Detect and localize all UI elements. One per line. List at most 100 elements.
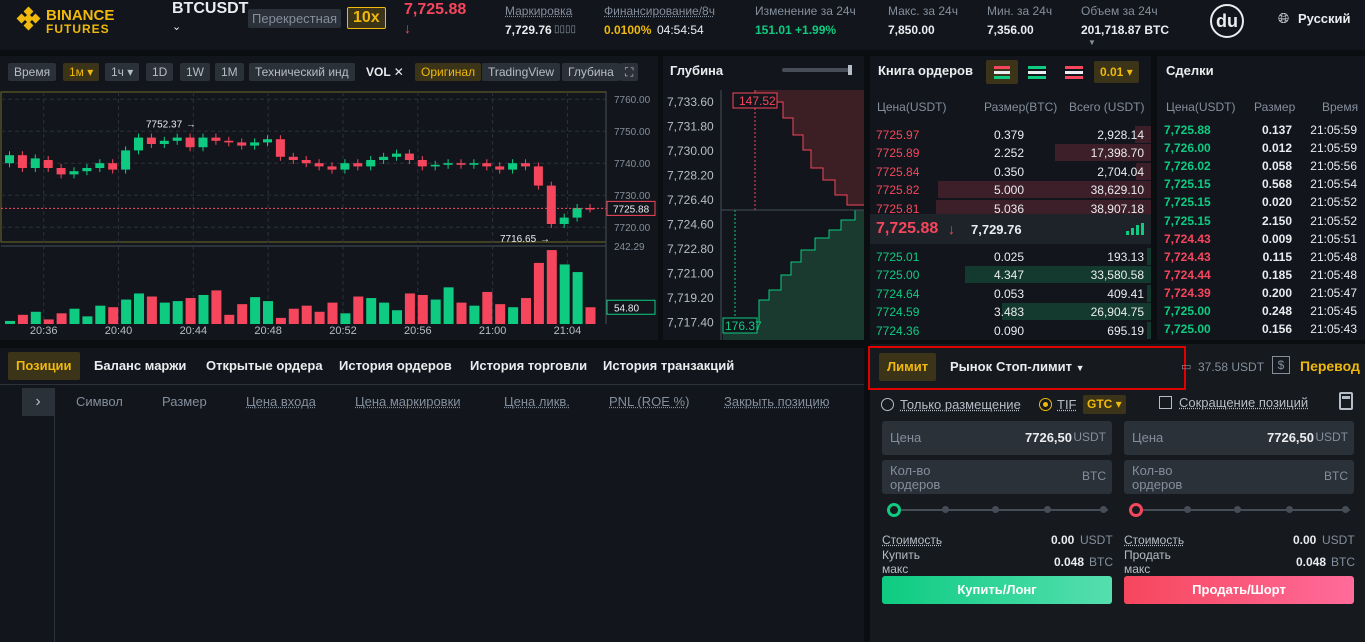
unit-label: USDT [1080, 533, 1113, 547]
post-only-radio[interactable] [881, 398, 894, 411]
tif-radio[interactable] [1039, 398, 1052, 411]
post-only-label[interactable]: Только размещение [900, 397, 1021, 412]
ob-col-total: Всего (USDT) [1069, 100, 1145, 114]
sell-price-input[interactable]: Цена 7726,50 USDT [1124, 421, 1354, 455]
divider [0, 340, 864, 348]
globe-icon[interactable]: 🌐︎ [1278, 10, 1290, 26]
buy-amount-slider[interactable] [887, 503, 1108, 517]
precision-select[interactable]: 0.01 ▾ [1094, 61, 1139, 83]
ob-size: 2.252 [993, 146, 1024, 161]
volume-bar [17, 314, 28, 324]
interval-1w-button[interactable]: 1W [180, 63, 210, 81]
close-icon[interactable]: ✕ [393, 65, 404, 79]
tab-positions-3[interactable]: История ордеров [339, 358, 452, 373]
ob-total: 193.13 [1107, 250, 1144, 264]
tif-select[interactable]: GTC ▾ [1083, 395, 1126, 414]
tif-label: TIF [1057, 397, 1077, 412]
orderbook-row[interactable]: 7724.59 3.483 26,904.75 [870, 303, 1151, 321]
interval-1d-button[interactable]: 1D [146, 63, 174, 81]
orderbook-row[interactable]: 7724.36 0.090 695.19 [870, 321, 1151, 339]
ob-price: 7724.36 [876, 323, 920, 338]
fullscreen-icon[interactable]: ⛶ [620, 63, 639, 81]
orderbook-row[interactable]: 7725.89 2.252 17,398.70 [870, 144, 1151, 162]
tab-positions-5[interactable]: История транзакций [603, 358, 735, 373]
symbol-title[interactable]: BTCUSDT [172, 0, 249, 17]
book-asks-icon[interactable] [1063, 64, 1085, 80]
unit-label: BTC [1089, 555, 1113, 569]
candle [172, 137, 182, 141]
leverage-button[interactable]: 10x [347, 7, 386, 29]
candle [430, 164, 440, 167]
interval-1m-button[interactable]: 1м ▾ [63, 63, 100, 81]
buy-qty-input[interactable]: Кол-во ордеров BTC [882, 460, 1112, 494]
time-button[interactable]: Время [8, 63, 57, 81]
indicators-button[interactable]: Технический инд [249, 63, 355, 81]
trade-price: 7,725.00 [1164, 322, 1211, 337]
tab-stop-limit[interactable]: Стоп-лимит ▼ [996, 359, 1084, 374]
candle [237, 142, 247, 146]
sell-amount-slider[interactable] [1129, 503, 1350, 517]
slider-handle[interactable] [848, 65, 852, 75]
depth-price-label: 7,733.60 [667, 95, 714, 109]
orderbook-row[interactable]: 7725.97 0.379 2,928.14 [870, 126, 1151, 143]
orderbook-row[interactable]: 7724.64 0.053 409.41 [870, 284, 1151, 302]
volume-bar [288, 308, 299, 324]
depth-bar [937, 181, 1151, 199]
tab-market[interactable]: Рынок [950, 359, 993, 374]
avatar[interactable]: du [1210, 4, 1244, 38]
language-selector[interactable]: Русский [1298, 11, 1351, 26]
orderbook-row[interactable]: 7725.81 5.036 38,907.18 [870, 199, 1151, 217]
sell-short-button[interactable]: Продать/Шорт [1124, 576, 1354, 604]
buy-price-input[interactable]: Цена 7726,50 USDT [882, 421, 1112, 455]
depth-price-label: 7,731.80 [667, 120, 714, 134]
depth-zoom-slider[interactable] [782, 65, 852, 75]
original-view-button[interactable]: Оригинал [415, 63, 482, 81]
expand-chevron-icon[interactable]: › [22, 388, 54, 416]
tab-positions-2[interactable]: Открытые ордера [206, 358, 323, 373]
slider-handle[interactable] [1129, 503, 1143, 517]
depth-chart[interactable]: 7,733.60 7,731.80 7,730.00 7,728.20 7,726.40… [663, 90, 864, 340]
book-bids-icon[interactable] [1026, 64, 1048, 80]
tab-positions-0[interactable]: Позиции [8, 352, 80, 380]
binance-logo[interactable]: BINANCE FUTURES [14, 5, 154, 45]
trade-price: 7,724.44 [1164, 267, 1211, 282]
depth-bar [1147, 248, 1151, 265]
reduce-only-label[interactable]: Сокращение позиций [1179, 395, 1309, 410]
bid-depth-line [723, 209, 864, 323]
interval-1h-button[interactable]: 1ч ▾ [105, 63, 140, 81]
slider-handle[interactable] [887, 503, 901, 517]
buy-max-value: 0.048 [1054, 555, 1085, 569]
depth-view-button[interactable]: Глубина [562, 63, 620, 81]
margin-mode-button[interactable]: Перекрестная [248, 9, 342, 28]
volume-bar [572, 272, 583, 324]
reduce-only-checkbox[interactable] [1159, 396, 1172, 409]
bid-tag-box [722, 317, 758, 334]
orderbook-row[interactable]: 7725.01 0.025 193.13 [870, 248, 1151, 265]
orderbook-title: Книга ордеров [878, 63, 973, 78]
orderbook-row[interactable]: 7725.84 0.350 2,704.04 [870, 162, 1151, 180]
trade-time: 21:05:51 [1310, 231, 1357, 246]
orderbook-row[interactable]: 7725.82 5.000 38,629.10 [870, 181, 1151, 199]
vol-toggle[interactable]: VOL ✕ [360, 63, 410, 81]
volume-bar [159, 302, 170, 324]
volume-bar [146, 296, 157, 324]
book-both-icon[interactable] [986, 60, 1018, 84]
buy-long-button[interactable]: Купить/Лонг [882, 576, 1112, 604]
calculator-icon[interactable] [1339, 392, 1353, 410]
tradingview-button[interactable]: TradingView [482, 63, 561, 81]
orderbook-row[interactable]: 7725.00 4.347 33,580.58 [870, 266, 1151, 284]
dollar-icon[interactable]: $ [1272, 356, 1290, 374]
sell-qty-input[interactable]: Кол-во ордеров BTC [1124, 460, 1354, 494]
interval-1mo-button[interactable]: 1M [215, 63, 244, 81]
transfer-link[interactable]: Перевод [1300, 358, 1360, 374]
depth-price-label: 7,721.00 [667, 267, 714, 281]
trade-time: 21:05:45 [1310, 304, 1357, 318]
tab-limit[interactable]: Лимит [879, 353, 937, 381]
cost-label: Стоимость [882, 533, 943, 547]
positions-col-header: Символ [76, 394, 123, 409]
chevron-down-icon[interactable]: ⌄ [172, 21, 182, 33]
tab-positions-4[interactable]: История торговли [470, 358, 588, 373]
candle [185, 137, 195, 148]
tab-positions-1[interactable]: Баланс маржи [94, 358, 187, 373]
candlestick-chart[interactable]: 7760.00 7750.00 7740.00 7730.00 7720.00 242.2… [0, 88, 658, 340]
